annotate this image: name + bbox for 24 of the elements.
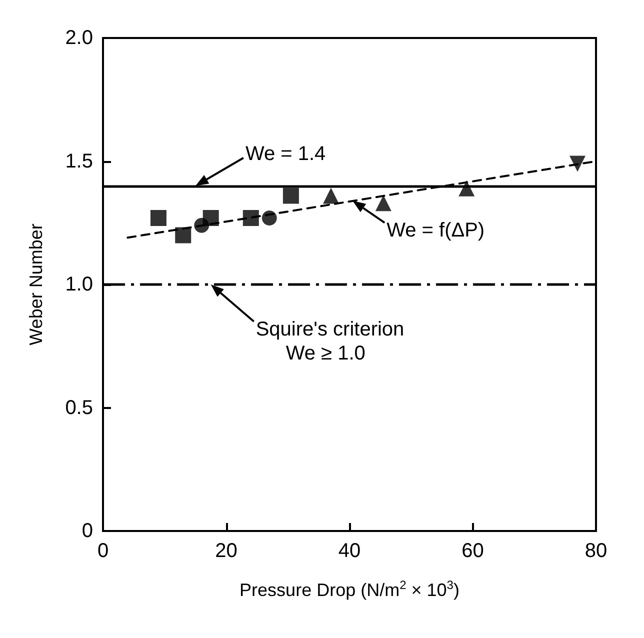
point bbox=[175, 227, 192, 244]
x-tick-label: 80 bbox=[584, 540, 608, 562]
point bbox=[262, 210, 277, 226]
point bbox=[282, 188, 299, 204]
x-tick-label: 0 bbox=[97, 540, 109, 562]
y-tick-label: 1.5 bbox=[65, 150, 93, 172]
y-tick-label: 0 bbox=[82, 520, 93, 542]
x-tick-label: 60 bbox=[462, 540, 484, 562]
annotation: Squire's criterion We ≥ 1.0 bbox=[256, 318, 404, 364]
y-axis-title: Weber Number bbox=[26, 224, 46, 346]
point bbox=[150, 210, 166, 226]
point bbox=[375, 195, 392, 212]
y-tick-label: 1.0 bbox=[65, 274, 93, 296]
annotation: We = f(ΔP) bbox=[386, 220, 485, 242]
annotation: We = 1.4 bbox=[245, 142, 326, 165]
y-tick-label: 2.0 bbox=[65, 27, 93, 49]
y-tick-label: 0.5 bbox=[65, 396, 93, 419]
point bbox=[323, 188, 340, 204]
point bbox=[194, 218, 210, 233]
point bbox=[242, 210, 259, 226]
x-tick-label: 20 bbox=[215, 540, 238, 562]
point bbox=[458, 180, 475, 196]
point bbox=[570, 156, 586, 172]
x-tick-label: 40 bbox=[338, 540, 361, 562]
